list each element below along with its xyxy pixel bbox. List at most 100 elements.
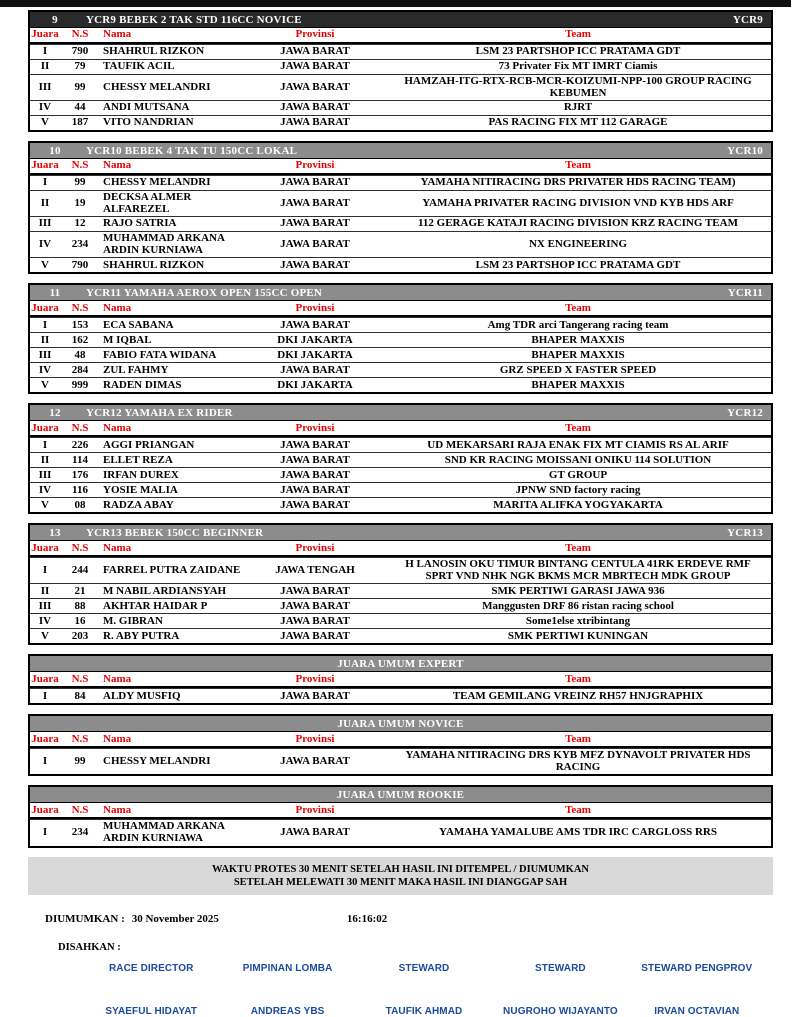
team-cell: BHAPER MAXXIS (531, 348, 625, 361)
column-header-row: Juara N.S Nama Provinsi Team (30, 159, 771, 176)
province-cell: JAWA BARAT (280, 629, 350, 642)
column-header: N.S (71, 28, 89, 41)
rider-name-cell: M NABIL ARDIANSYAH (103, 584, 227, 597)
column-header: Nama (103, 28, 132, 41)
column-header: N.S (71, 421, 89, 434)
number-cell: 999 (71, 378, 89, 391)
team-cell: YAMAHA NITIRACING DRS PRIVATER HDS RACIN… (420, 176, 736, 189)
rank-cell: I (42, 176, 48, 189)
column-header: Nama (103, 732, 132, 745)
results-table: 9 YCR9 BEBEK 2 TAK STD 116CC NOVICE YCR9 Ju… (28, 10, 773, 133)
rider-name-cell: MUHAMMAD ARKANA ARDIN KURNIAWA (103, 820, 225, 845)
announced-date: 30 November 2025 (131, 912, 219, 925)
column-header: N.S (71, 541, 89, 554)
rank-cell: III (38, 468, 52, 481)
column-header: N.S (71, 301, 89, 314)
signatory-name: IRVAN OCTAVIAN (654, 1005, 740, 1017)
rank-cell: I (42, 755, 48, 768)
team-cell: YAMAHA PRIVATER RACING DIVISION VND KYB … (422, 196, 734, 209)
table-class-code: YCR10 (727, 144, 763, 157)
number-cell: 88 (74, 599, 86, 612)
team-cell: BHAPER MAXXIS (531, 333, 625, 346)
table-number: 13 (49, 526, 61, 539)
number-cell: 176 (71, 468, 89, 481)
team-cell: YAMAHA YAMALUBE AMS TDR IRC CARGLOSS RRS (439, 826, 717, 839)
province-cell: JAWA BARAT (280, 438, 350, 451)
column-header: Provinsi (295, 421, 335, 434)
team-cell: GRZ SPEED X FASTER SPEED (499, 363, 657, 376)
team-cell: BHAPER MAXXIS (531, 378, 625, 391)
result-row: V 203 R. ABY PUTRA JAWA BARAT SMK PERTIWI KU… (30, 628, 771, 643)
result-row: III 48 FABIO FATA WIDANA DKI JAKARTA BHAPER … (30, 347, 771, 362)
column-header-row: Juara N.S Nama Provinsi Team (30, 732, 771, 749)
rank-cell: III (38, 217, 52, 230)
table-title-bar: 12 YCR12 YAMAHA EX RIDER YCR12 (30, 405, 771, 422)
province-cell: JAWA BARAT (280, 483, 350, 496)
number-cell: 16 (74, 614, 86, 627)
table-title-bar: 10 YCR10 BEBEK 4 TAK TU 150CC LOKAL YCR10 (30, 143, 771, 160)
province-cell: DKI JAKARTA (277, 348, 353, 361)
results-sheet: 9 YCR9 BEBEK 2 TAK STD 116CC NOVICE YCR9 Ju… (28, 10, 773, 1017)
province-cell: JAWA BARAT (280, 468, 350, 481)
results-table: JUARA UMUM NOVICE Juara N.S Nama Provinsi Tea… (28, 714, 773, 777)
rider-name-cell: VITO NANDRIAN (103, 116, 194, 129)
table-title: YCR12 YAMAHA EX RIDER (86, 406, 233, 419)
team-cell: JPNW SND factory racing (515, 483, 641, 496)
team-cell: UD MEKARSARI RAJA ENAK FIX MT CIAMIS RS … (427, 438, 729, 451)
column-header: N.S (71, 672, 89, 685)
signatory-role: STEWARD (535, 962, 586, 974)
column-header: Team (565, 803, 591, 816)
result-row: II 114 ELLET REZA JAWA BARAT SND KR RACING M… (30, 452, 771, 467)
table-title: JUARA UMUM EXPERT (337, 657, 464, 670)
rank-cell: II (40, 333, 50, 346)
table-title-group: 13 YCR13 BEBEK 150CC BEGINNER (38, 527, 263, 539)
rider-name-cell: AGGI PRIANGAN (103, 438, 195, 451)
team-cell: PAS RACING FIX MT 112 GARAGE (488, 116, 668, 129)
rider-name-cell: ALDY MUSFIQ (103, 689, 181, 702)
number-cell: 12 (74, 217, 86, 230)
table-title-bar: 11 YCR11 YAMAHA AEROX OPEN 155CC OPEN YCR1… (30, 285, 771, 302)
column-header: Juara (31, 803, 59, 816)
province-cell: JAWA BARAT (280, 755, 350, 768)
column-header-row: Juara N.S Nama Provinsi Team (30, 672, 771, 689)
team-cell: 112 GERAGE KATAJI RACING DIVISION KRZ RA… (418, 217, 738, 230)
rank-cell: V (41, 378, 49, 391)
team-cell: SND KR RACING MOISSANI ONIKU 114 SOLUTIO… (444, 453, 712, 466)
team-cell: HAMZAH-ITG-RTX-RCB-MCR-KOIZUMI-NPP-100 G… (404, 75, 752, 99)
province-cell: JAWA BARAT (280, 826, 350, 839)
number-cell: 226 (71, 438, 89, 451)
result-row: I 84 ALDY MUSFIQ JAWA BARAT TEAM GEMILANG VR… (30, 688, 771, 703)
table-title-bar: 13 YCR13 BEBEK 150CC BEGINNER YCR13 (30, 525, 771, 542)
rank-cell: V (41, 498, 49, 511)
province-cell: JAWA BARAT (280, 599, 350, 612)
table-number: 12 (49, 406, 61, 419)
results-table: 13 YCR13 BEBEK 150CC BEGINNER YCR13 Juara N.… (28, 523, 773, 646)
rider-name-cell: M IQBAL (103, 333, 152, 346)
result-row: I 99 CHESSY MELANDRI JAWA BARAT YAMAHA NITIR… (30, 175, 771, 190)
column-header: Juara (31, 732, 59, 745)
results-table: JUARA UMUM ROOKIE Juara N.S Nama Provinsi Tea… (28, 785, 773, 848)
province-cell: JAWA BARAT (280, 453, 350, 466)
column-header: Team (565, 421, 591, 434)
rider-name-cell: CHESSY MELANDRI (103, 176, 211, 189)
result-row: II 21 M NABIL ARDIANSYAH JAWA BARAT SMK PERT… (30, 583, 771, 598)
rank-cell: V (41, 116, 49, 129)
province-cell: JAWA BARAT (280, 196, 350, 209)
column-header: Juara (31, 672, 59, 685)
result-row: I 790 SHAHRUL RIZKON JAWA BARAT LSM 23 PARTS… (30, 44, 771, 59)
number-cell: 99 (74, 80, 86, 93)
result-row: IV 116 YOSIE MALIA JAWA BARAT JPNW SND facto… (30, 482, 771, 497)
result-row: V 790 SHAHRUL RIZKON JAWA BARAT LSM 23 PARTS… (30, 257, 771, 272)
column-header: Provinsi (295, 541, 335, 554)
province-cell: JAWA BARAT (280, 498, 350, 511)
column-header-row: Juara N.S Nama Provinsi Team (30, 803, 771, 820)
rider-name-cell: R. ABY PUTRA (103, 629, 180, 642)
rank-cell: III (38, 80, 52, 93)
table-title-bar: 9 YCR9 BEBEK 2 TAK STD 116CC NOVICE YCR9 (30, 12, 771, 28)
table-title: JUARA UMUM NOVICE (337, 717, 464, 730)
result-row: II 79 TAUFIK ACIL JAWA BARAT 73 Privater Fix… (30, 59, 771, 74)
column-header: Juara (31, 421, 59, 434)
signatory-role: STEWARD (398, 962, 450, 974)
column-header: Team (565, 301, 591, 314)
result-row: III 12 RAJO SATRIA JAWA BARAT 112 GERAGE KAT… (30, 216, 771, 231)
